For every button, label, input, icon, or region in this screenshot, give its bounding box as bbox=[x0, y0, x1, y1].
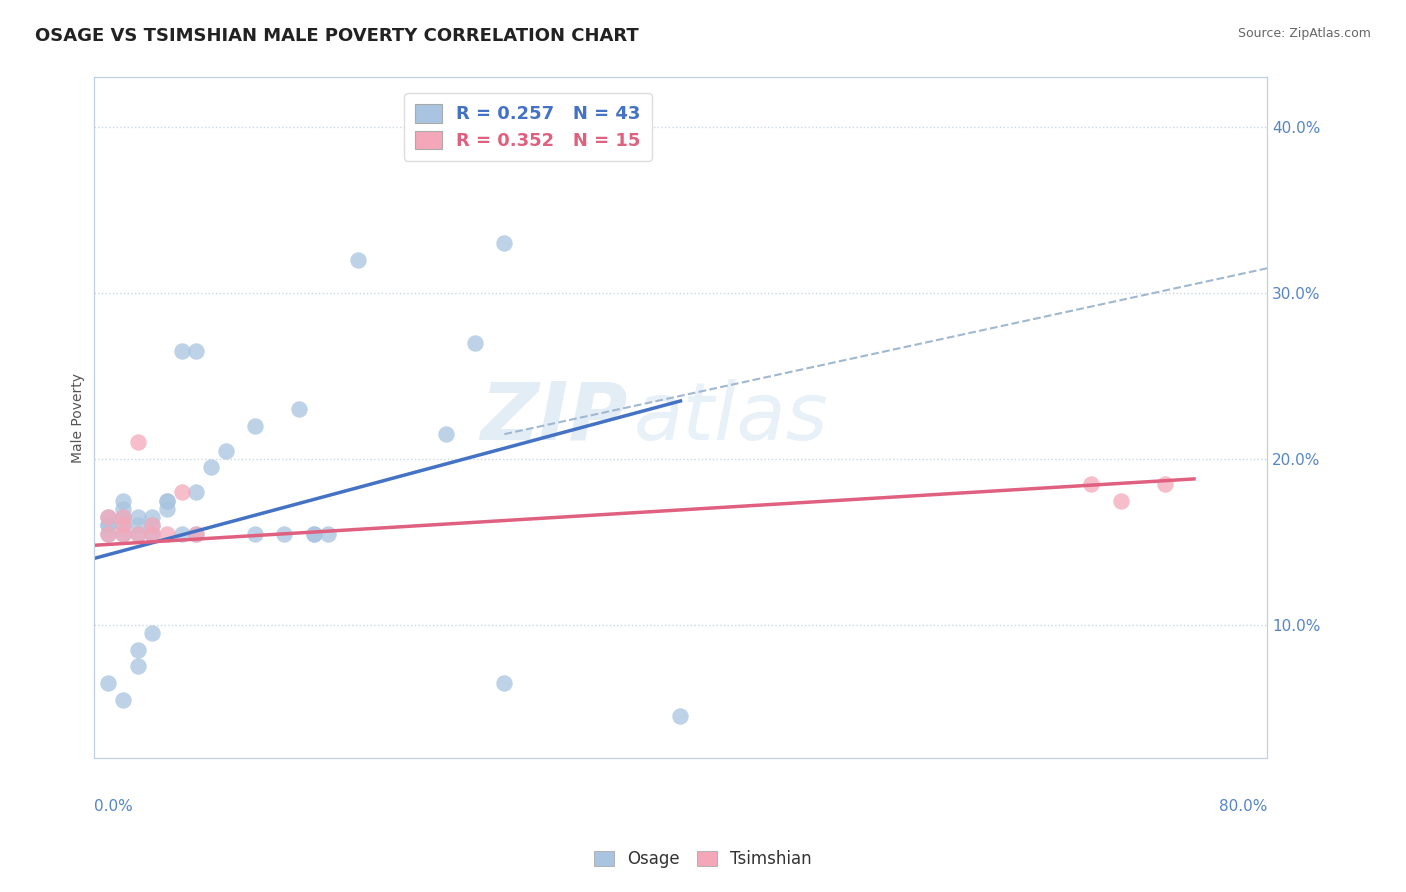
Point bbox=[111, 501, 134, 516]
Point bbox=[127, 526, 149, 541]
Point bbox=[464, 335, 486, 350]
Point bbox=[1109, 493, 1132, 508]
Point bbox=[127, 510, 149, 524]
Point bbox=[156, 526, 179, 541]
Point bbox=[141, 518, 163, 533]
Point bbox=[127, 643, 149, 657]
Point bbox=[494, 236, 516, 251]
Point bbox=[243, 418, 266, 433]
Point bbox=[186, 526, 208, 541]
Point bbox=[97, 526, 120, 541]
Point bbox=[1153, 477, 1175, 491]
Point bbox=[97, 510, 120, 524]
Point bbox=[111, 493, 134, 508]
Text: 0.0%: 0.0% bbox=[94, 799, 132, 814]
Point bbox=[141, 510, 163, 524]
Point bbox=[111, 510, 134, 524]
Point bbox=[170, 526, 193, 541]
Point bbox=[288, 402, 311, 417]
Point bbox=[346, 252, 368, 267]
Point bbox=[156, 493, 179, 508]
Point bbox=[494, 676, 516, 690]
Point bbox=[273, 526, 295, 541]
Point bbox=[127, 659, 149, 673]
Legend: R = 0.257   N = 43, R = 0.352   N = 15: R = 0.257 N = 43, R = 0.352 N = 15 bbox=[404, 94, 651, 161]
Point bbox=[141, 518, 163, 533]
Point bbox=[318, 526, 340, 541]
Point bbox=[97, 510, 120, 524]
Text: OSAGE VS TSIMSHIAN MALE POVERTY CORRELATION CHART: OSAGE VS TSIMSHIAN MALE POVERTY CORRELAT… bbox=[35, 27, 638, 45]
Point bbox=[97, 676, 120, 690]
Point bbox=[127, 526, 149, 541]
Point bbox=[214, 443, 236, 458]
Point bbox=[141, 526, 163, 541]
Point bbox=[302, 526, 325, 541]
Point bbox=[127, 518, 149, 533]
Legend: Osage, Tsimshian: Osage, Tsimshian bbox=[588, 844, 818, 875]
Point bbox=[669, 709, 692, 723]
Point bbox=[111, 518, 134, 533]
Point bbox=[111, 518, 134, 533]
Point bbox=[111, 526, 134, 541]
Point bbox=[156, 493, 179, 508]
Point bbox=[141, 626, 163, 640]
Point bbox=[1080, 477, 1102, 491]
Point bbox=[111, 526, 134, 541]
Point bbox=[127, 435, 149, 450]
Y-axis label: Male Poverty: Male Poverty bbox=[72, 373, 86, 463]
Point bbox=[170, 485, 193, 500]
Text: 80.0%: 80.0% bbox=[1219, 799, 1267, 814]
Point bbox=[434, 427, 457, 442]
Point bbox=[97, 518, 120, 533]
Point bbox=[111, 510, 134, 524]
Point bbox=[156, 501, 179, 516]
Point bbox=[243, 526, 266, 541]
Text: Source: ZipAtlas.com: Source: ZipAtlas.com bbox=[1237, 27, 1371, 40]
Point bbox=[170, 344, 193, 359]
Point bbox=[141, 526, 163, 541]
Point bbox=[186, 526, 208, 541]
Point bbox=[200, 460, 222, 475]
Point bbox=[97, 526, 120, 541]
Text: ZIP: ZIP bbox=[481, 378, 627, 457]
Text: atlas: atlas bbox=[634, 378, 828, 457]
Point bbox=[111, 692, 134, 706]
Point bbox=[302, 526, 325, 541]
Point bbox=[186, 485, 208, 500]
Point bbox=[186, 344, 208, 359]
Point bbox=[97, 518, 120, 533]
